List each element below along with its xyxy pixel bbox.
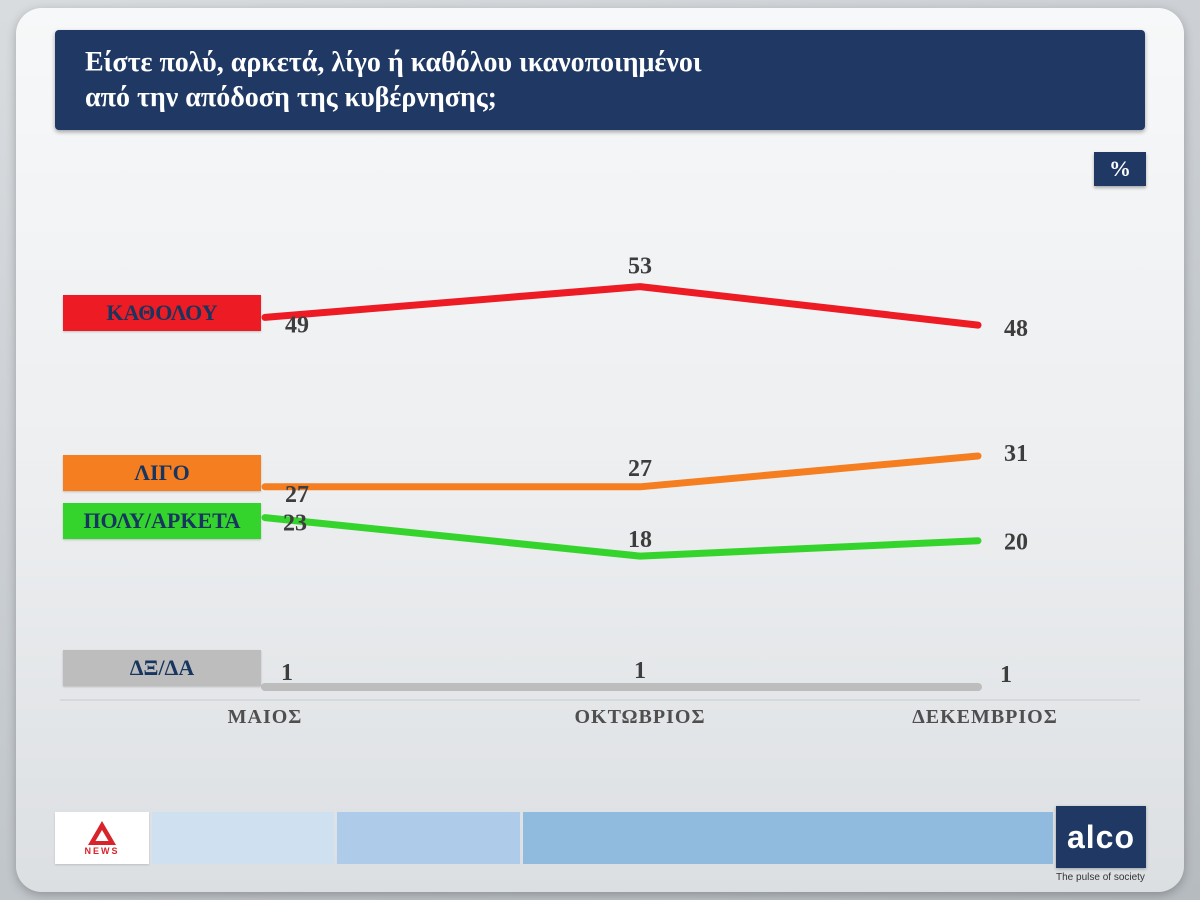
legend-item-poly-arketa: ΠΟΛΥ/ΑΡΚΕΤΑ [63, 503, 261, 539]
value-label: 20 [1004, 530, 1028, 556]
legend-item-ligo: ΛΙΓΟ [63, 455, 261, 491]
value-label: 1 [634, 658, 646, 684]
legend-label-poly-arketa: ΠΟΛΥ/ΑΡΚΕΤΑ [83, 508, 241, 533]
value-label: 1 [281, 660, 293, 686]
axis-label-oktovrios: ΟΚΤΩΒΡΙΟΣ [574, 706, 706, 728]
legend-label-katholou: ΚΑΘΟΛΟΥ [106, 300, 218, 325]
axis-label-dekemvrios: ΔΕΚΕΜΒΡΙΟΣ [912, 706, 1058, 728]
series-line-0 [261, 283, 982, 329]
slide-card [16, 8, 1184, 892]
x-axis-line [60, 699, 1140, 701]
question-title-line1: Είστε πολύ, αρκετά, λίγο ή καθόλου ικανο… [85, 47, 702, 78]
value-label: 48 [1004, 316, 1028, 342]
legend-label-dxda: ΔΞ/ΔΑ [129, 655, 195, 680]
alco-logo-text: alco [1066, 818, 1136, 855]
value-label: 1 [1000, 662, 1012, 688]
series-line-1 [261, 452, 982, 491]
legend-item-dxda: ΔΞ/ΔΑ [63, 650, 261, 686]
question-title-line2: από την απόδοση της κυβέρνησης; [85, 82, 497, 113]
axis-label-maios: ΜΑΙΟΣ [227, 706, 303, 728]
alpha-news-logo: NEWS [55, 812, 149, 864]
value-label: 18 [628, 527, 652, 553]
alco-tagline: The pulse of society [1056, 872, 1145, 883]
footer-bar-segment-2 [337, 812, 520, 864]
value-label: 23 [283, 511, 307, 537]
footer-bar-segment-1 [152, 812, 334, 864]
legend-item-katholou: ΚΑΘΟΛΟΥ [63, 295, 261, 331]
value-label: 27 [285, 482, 309, 508]
value-label: 49 [285, 312, 309, 338]
legend-label-ligo: ΛΙΓΟ [134, 460, 190, 485]
series-line-2 [261, 514, 982, 560]
value-label: 27 [628, 456, 652, 482]
alpha-triangle-icon [88, 820, 116, 845]
percent-badge: % [1094, 152, 1146, 186]
alco-logo: alco [1056, 806, 1146, 868]
value-label: 53 [628, 254, 652, 280]
footer-bar-segment-3 [523, 812, 1053, 864]
value-label: 31 [1004, 441, 1028, 467]
alpha-news-label: NEWS [84, 845, 120, 856]
question-header: Είστε πολύ, αρκετά, λίγο ή καθόλου ικανο… [55, 30, 1145, 130]
